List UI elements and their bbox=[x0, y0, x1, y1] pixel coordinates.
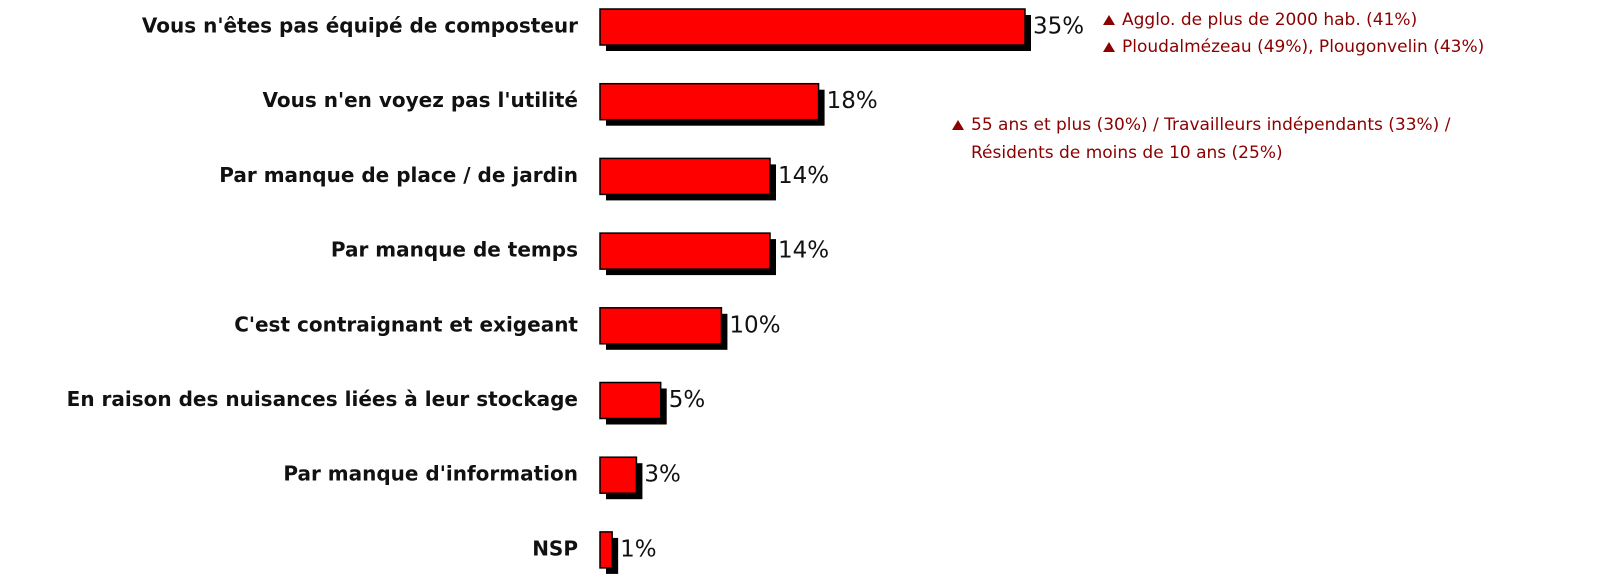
value-label: 1% bbox=[620, 536, 657, 562]
bar bbox=[599, 8, 1026, 46]
category-label: Vous n'en voyez pas l'utilité bbox=[263, 88, 579, 112]
value-label: 18% bbox=[827, 88, 878, 114]
annotation-marker bbox=[952, 120, 964, 130]
value-label: 35% bbox=[1033, 14, 1084, 40]
category-label: NSP bbox=[532, 536, 578, 560]
bar bbox=[599, 531, 613, 569]
category-label: Par manque de temps bbox=[331, 238, 578, 262]
bar bbox=[599, 456, 638, 494]
bar bbox=[599, 157, 771, 196]
category-label: Par manque de place / de jardin bbox=[219, 163, 578, 187]
category-label: Vous n'êtes pas équipé de composteur bbox=[142, 14, 578, 38]
bar bbox=[599, 307, 723, 345]
annotation: Ploudalmézeau (49%), Plougonvelin (43%) bbox=[1122, 37, 1484, 57]
value-label: 14% bbox=[778, 163, 829, 189]
annotation: Agglo. de plus de 2000 hab. (41%) bbox=[1122, 10, 1417, 30]
category-label: En raison des nuisances liées à leur sto… bbox=[67, 387, 578, 411]
category-label: C'est contraignant et exigeant bbox=[234, 312, 578, 336]
value-label: 10% bbox=[729, 312, 780, 338]
annotation-marker bbox=[1103, 42, 1115, 52]
bar bbox=[599, 381, 662, 420]
category-label: Par manque d'information bbox=[283, 462, 578, 486]
value-label: 5% bbox=[669, 387, 706, 413]
annotation: Résidents de moins de 10 ans (25%) bbox=[971, 143, 1283, 163]
value-label: 14% bbox=[778, 238, 829, 264]
bar bbox=[599, 82, 820, 121]
annotation-marker bbox=[1103, 15, 1115, 25]
bar bbox=[599, 232, 771, 270]
value-label: 3% bbox=[644, 462, 681, 488]
annotation: 55 ans et plus (30%) / Travailleurs indé… bbox=[971, 115, 1451, 135]
